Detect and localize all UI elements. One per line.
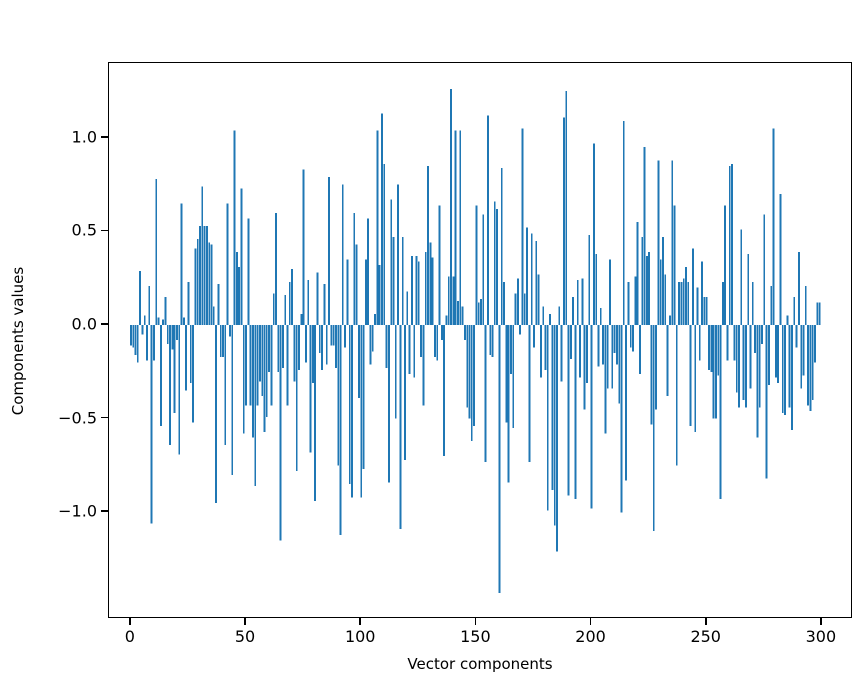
- y-tick-mark: [101, 229, 108, 232]
- x-tick-label: 50: [234, 627, 256, 646]
- x-tick-mark: [244, 618, 246, 625]
- x-tick-label: 250: [690, 627, 721, 646]
- y-tick-label: 0.0: [71, 314, 97, 334]
- y-tick-mark: [101, 136, 108, 138]
- plot-area: [108, 62, 852, 618]
- y-tick-mark: [101, 323, 108, 325]
- bar-series: [129, 89, 821, 593]
- x-tick-label: 0: [124, 627, 135, 646]
- x-tick-mark: [589, 618, 592, 625]
- x-tick-label: 300: [805, 627, 837, 646]
- x-tick-mark: [474, 618, 477, 625]
- x-tick-label: 150: [460, 627, 491, 646]
- y-tick-mark: [101, 416, 108, 419]
- x-tick-mark: [820, 618, 822, 625]
- y-tick-label: 1.0: [71, 127, 97, 147]
- y-tick-mark: [101, 510, 108, 513]
- y-axis-label: Components values: [9, 266, 27, 416]
- x-tick-mark: [704, 618, 707, 625]
- x-axis-label: Vector components: [407, 655, 553, 673]
- x-tick-mark: [129, 618, 131, 625]
- x-tick-label: 100: [344, 627, 376, 646]
- y-tick-label: 0.5: [71, 220, 97, 240]
- y-tick-label: −0.5: [58, 408, 97, 428]
- y-tick-label: −1.0: [58, 501, 97, 521]
- x-tick-mark: [359, 618, 362, 625]
- x-tick-label: 200: [575, 627, 606, 646]
